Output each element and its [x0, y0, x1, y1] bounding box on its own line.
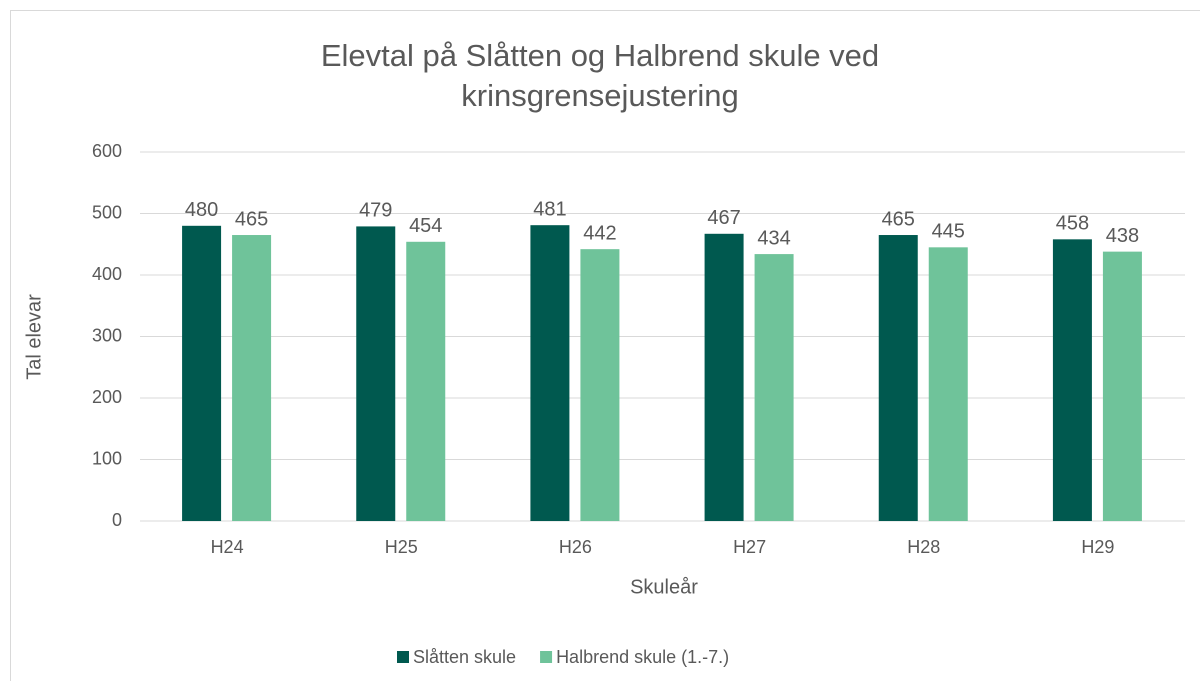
bar: [232, 235, 272, 521]
bar: [928, 247, 968, 521]
x-tick-label: H25: [385, 537, 418, 557]
legend-swatch: [397, 651, 409, 663]
data-label: 481: [533, 198, 566, 220]
x-axis-label: Skuleår: [630, 576, 698, 598]
bar: [182, 225, 222, 522]
data-label: 434: [757, 227, 790, 249]
x-tick-label: H28: [907, 537, 940, 557]
y-axis-label: Tal elevar: [23, 294, 45, 380]
legend-swatch: [540, 651, 553, 663]
y-tick-label: 600: [92, 141, 122, 161]
bar: [580, 249, 620, 522]
data-label: 458: [1056, 213, 1089, 235]
y-tick-label: 0: [112, 510, 122, 530]
data-label: 465: [882, 208, 915, 230]
data-label: 479: [359, 200, 392, 222]
chart-title: Elevtal på Slåtten og Halbrend skule ved…: [320, 38, 880, 113]
bar: [356, 226, 396, 522]
data-label: 465: [235, 208, 268, 230]
legend-label: Slåtten skule: [413, 647, 516, 667]
chart-border: [10, 10, 1200, 681]
y-tick-label: 400: [92, 264, 122, 284]
data-label: 438: [1106, 225, 1139, 247]
x-tick-label: H24: [211, 537, 244, 557]
legend-label: Halbrend skule (1.-7.): [556, 647, 729, 667]
y-tick-label: 500: [92, 202, 122, 222]
bar: [406, 241, 446, 522]
y-tick-label: 100: [92, 448, 122, 468]
data-label: 445: [932, 221, 965, 243]
y-tick-label: 200: [92, 387, 122, 407]
data-label: 454: [409, 215, 442, 237]
bar: [754, 254, 794, 521]
y-tick-label: 300: [92, 325, 122, 345]
bar: [1052, 239, 1092, 521]
x-tick-label: H29: [1081, 537, 1114, 557]
data-label: 480: [185, 199, 218, 221]
x-tick-label: H27: [733, 537, 766, 557]
bar: [878, 235, 918, 521]
bar: [1102, 251, 1142, 521]
data-label: 442: [583, 222, 616, 244]
bar: [704, 233, 744, 522]
bar: [530, 225, 570, 521]
x-tick-label: H26: [559, 537, 592, 557]
data-label: 467: [707, 207, 740, 229]
